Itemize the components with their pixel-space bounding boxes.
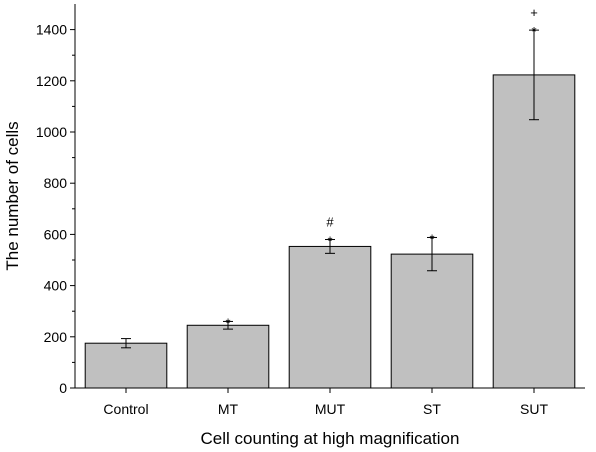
y-tick-label: 1000 [36,124,67,140]
x-tick-label: Control [103,401,148,417]
y-tick-label: 600 [44,226,68,242]
x-tick-label: MUT [315,401,346,417]
bar-control [84,342,168,389]
axes-layer: Control MT MUT ST SUT 0 200 400 600 800 1000 1200 14… [36,4,585,417]
bars-layer: * # * * + * [84,5,576,389]
y-tick-label: 0 [59,380,67,396]
y-tick-label: 200 [44,329,68,345]
bar-st [390,253,474,389]
significance-mark: * [429,231,434,246]
x-tick-label: SUT [520,401,548,417]
y-tick-label: 1400 [36,22,67,38]
y-tick-label: 800 [44,175,68,191]
y-tick-label: 400 [44,278,68,294]
y-axis-title: The number of cells [3,121,22,270]
x-tick-label: ST [423,401,441,417]
bar-mt [186,324,270,389]
x-tick-label: MT [218,401,239,417]
y-tick-label: 1200 [36,73,67,89]
significance-mark: # [326,215,334,230]
significance-mark: * [225,315,230,330]
x-axis-title: Cell counting at high magnification [201,429,460,448]
significance-mark: * [531,24,536,39]
bar-sut [492,74,576,389]
significance-mark: + [530,5,538,20]
significance-mark: * [327,234,332,249]
bar-mut [288,245,372,389]
